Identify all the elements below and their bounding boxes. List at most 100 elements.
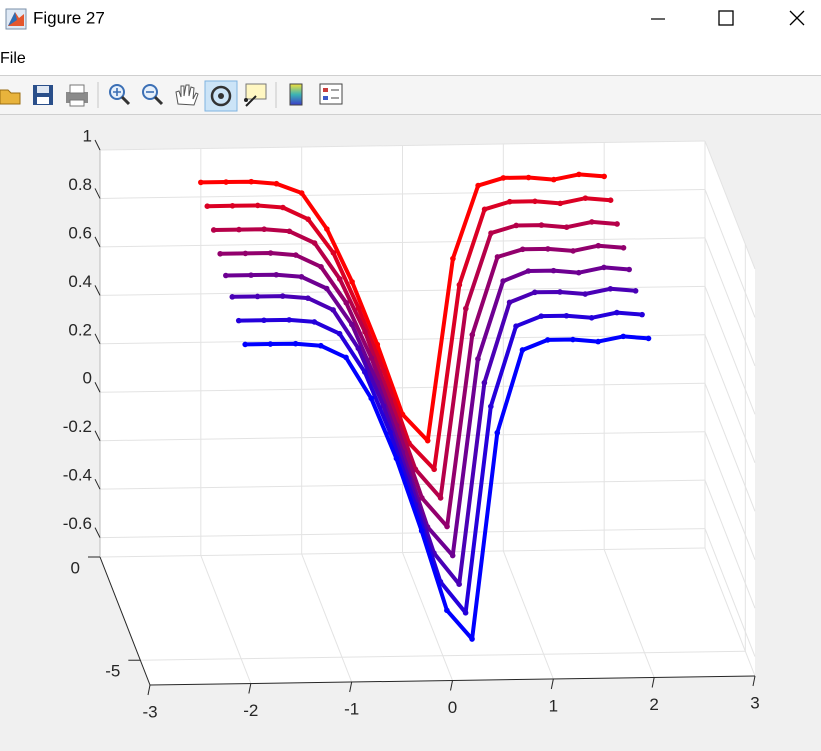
rotate-button[interactable] [204, 80, 238, 112]
y-tick-label: -5 [105, 662, 120, 681]
y-axis [99, 556, 151, 686]
data-point [355, 345, 362, 352]
grid-line [704, 189, 756, 318]
z-tick-label: 0 [83, 369, 92, 388]
data-point [380, 367, 387, 374]
data-point [311, 240, 318, 246]
grid-line [704, 286, 756, 415]
data-point [582, 291, 589, 297]
data-point [563, 224, 570, 230]
z-tick [94, 430, 101, 441]
data-point [235, 317, 242, 324]
colorbar-button[interactable] [289, 83, 303, 106]
data-point [330, 307, 336, 313]
data-point [639, 311, 645, 318]
z-tick [94, 527, 101, 538]
open-button[interactable] [0, 89, 21, 105]
data-point [588, 315, 595, 321]
data-point [418, 527, 425, 534]
grid-line [704, 237, 756, 367]
save-button[interactable] [33, 85, 53, 105]
zoom-out-button[interactable] [142, 84, 164, 106]
x-tick [550, 678, 554, 690]
data-point [538, 222, 545, 228]
data-point [254, 202, 261, 209]
data-point [462, 610, 469, 616]
data-point [519, 347, 526, 353]
window-title: Figure 27 [33, 8, 105, 27]
x-tick-label: -2 [243, 701, 258, 720]
grid-line [99, 547, 706, 558]
data-point [305, 216, 311, 223]
data-point [601, 173, 607, 180]
data-point [513, 222, 520, 229]
data-point [475, 356, 481, 362]
data-point [286, 317, 292, 323]
z-tick-label: 0.4 [68, 272, 92, 291]
grid-line [99, 528, 706, 539]
data-point [210, 227, 217, 233]
data-point [355, 305, 362, 311]
grid-line [99, 237, 706, 248]
z-tick-label: -0.2 [63, 417, 92, 436]
data-point [431, 466, 437, 473]
grid-line [301, 553, 353, 683]
grid-line [704, 383, 756, 512]
app-icon [5, 8, 27, 30]
grid-line [704, 547, 756, 677]
data-point [198, 179, 204, 186]
z-tick [94, 236, 101, 248]
data-point [248, 272, 254, 278]
data-point [387, 429, 393, 436]
close-button[interactable] [789, 10, 805, 26]
grid-line [200, 555, 252, 684]
x-tick [651, 677, 655, 688]
grid-line [704, 528, 756, 657]
data-point [298, 273, 305, 280]
x-tick [450, 680, 453, 691]
data-point [595, 242, 602, 249]
axes: -0.6 -0.4 -0.2 0 0.2 0.4 0.6 0.8 1 -3 -2 -1 0 1 2 3 -5 0 [63, 126, 760, 721]
data-point [368, 355, 375, 361]
z-tick-label: 1 [83, 126, 92, 145]
data-point [292, 340, 299, 347]
data-point [557, 289, 563, 295]
data-point [550, 267, 557, 274]
data-series [198, 171, 607, 444]
x-tick [147, 684, 151, 696]
data-point [481, 206, 488, 213]
data-point [318, 342, 324, 349]
grid-line [704, 334, 756, 463]
x-tick-label: -1 [344, 699, 359, 718]
data-point [343, 354, 349, 361]
title-bar [0, 0, 821, 40]
data-point [563, 312, 570, 319]
z-tick [94, 188, 101, 199]
print-button[interactable] [66, 84, 88, 107]
grid-line [603, 549, 655, 678]
data-point [570, 336, 576, 343]
menu-item[interactable]: File [0, 50, 26, 67]
data-point [361, 369, 368, 375]
z-tick-label: -0.6 [63, 514, 92, 533]
data-point [614, 309, 620, 316]
z-tick [94, 139, 101, 151]
x-tick-label: 2 [649, 695, 658, 714]
data-point [323, 285, 330, 292]
y-tick-label: 0 [71, 558, 80, 577]
maximize-button[interactable] [718, 10, 734, 26]
data-series [217, 242, 627, 530]
data-point [500, 175, 507, 181]
grid-line [704, 479, 756, 609]
legend-button[interactable] [319, 83, 343, 105]
pan-button[interactable] [175, 84, 199, 106]
data-point [620, 333, 627, 340]
data-cursor-button[interactable] [244, 83, 267, 107]
zoom-in-button[interactable] [109, 84, 131, 106]
data-point [330, 249, 337, 256]
data-point [217, 250, 223, 257]
z-tick [94, 478, 101, 490]
data-point [437, 495, 444, 501]
